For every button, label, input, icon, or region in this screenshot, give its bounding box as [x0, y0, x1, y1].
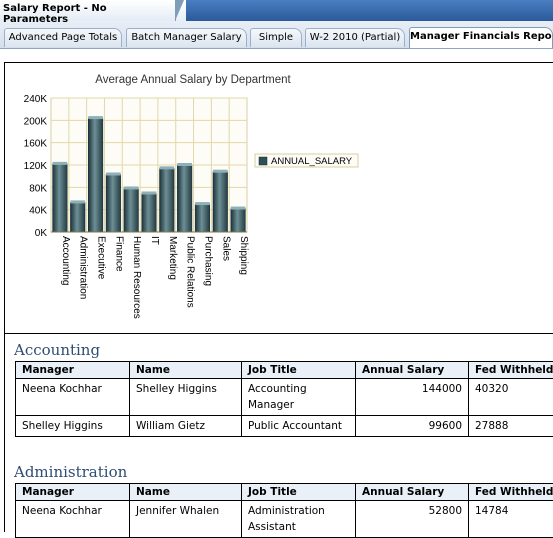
y-tick-label: 160K — [24, 139, 48, 150]
col-header-name: Name — [130, 362, 242, 379]
col-header-annual-salary: Annual Salary — [356, 362, 469, 379]
table-header-row: Manager Name Job Title Annual Salary Fed… — [16, 362, 553, 379]
bar-finance — [106, 174, 121, 232]
y-tick-label: 120K — [24, 161, 48, 172]
bar-top — [70, 200, 85, 203]
x-tick-label: Marketing — [167, 236, 178, 280]
tab-batch-manager-salary[interactable]: Batch Manager Salary — [126, 28, 247, 47]
y-tick-label: 240K — [24, 94, 48, 105]
bar-top — [177, 163, 192, 166]
legend-label: ANNUAL_SALARY — [271, 156, 353, 167]
bar-top — [106, 172, 121, 175]
col-header-fed-withheld: Fed Withheld — [469, 362, 553, 379]
bar-human-resources — [124, 188, 139, 232]
col-header-name: Name — [130, 484, 242, 501]
bar-public-relations — [177, 165, 192, 232]
bar-executive — [88, 118, 103, 232]
bar-top — [124, 186, 139, 189]
cell-fed-withheld: 40320 — [469, 379, 553, 416]
bar-top — [160, 166, 175, 169]
x-tick-label: Shipping — [238, 236, 249, 275]
tab-simple[interactable]: Simple — [250, 28, 302, 47]
chart-panel: 0K 40K 80K 120K 160K 200K 240K Accounting Admini… — [5, 63, 553, 334]
bar-sales — [213, 172, 228, 232]
x-tick-label: Administration — [78, 236, 89, 299]
bar-top — [231, 207, 246, 210]
x-tick-label: IT — [149, 236, 160, 245]
bar-top — [142, 191, 157, 194]
col-header-annual-salary: Annual Salary — [356, 484, 469, 501]
salary-chart: 0K 40K 80K 120K 160K 200K 240K Accounting Admini… — [5, 63, 553, 333]
tab-w2-2010-partial[interactable]: W-2 2010 (Partial) — [305, 28, 405, 47]
administration-table: Manager Name Job Title Annual Salary Fed… — [15, 483, 553, 538]
x-tick-label: Executive — [96, 236, 107, 280]
cell-manager: Neena Kochhar — [16, 379, 130, 416]
x-tick-label: Public Relations — [185, 236, 196, 308]
table-row: Neena Kochhar Shelley Higgins Accounting… — [16, 379, 553, 416]
cell-fed-withheld: 27888 — [469, 416, 553, 437]
section-title-accounting: Accounting — [14, 341, 100, 359]
bar-administration — [70, 202, 85, 232]
cell-annual-salary: 99600 — [356, 416, 469, 437]
cell-name: Shelley Higgins — [130, 379, 242, 416]
cell-annual-salary: 144000 — [356, 379, 469, 416]
accounting-table: Manager Name Job Title Annual Salary Fed… — [15, 361, 553, 437]
cell-job-title: Accounting Manager — [242, 379, 356, 416]
legend-swatch — [259, 157, 267, 165]
table-row: Shelley Higgins William Gietz Public Acc… — [16, 416, 553, 437]
bar-shipping — [231, 209, 246, 232]
bar-accounting — [53, 164, 68, 232]
col-header-manager: Manager — [16, 362, 130, 379]
chart-title: Average Annual Salary by Department — [95, 74, 291, 86]
col-header-fed-withheld: Fed Withheld — [469, 484, 553, 501]
y-tick-label: 40K — [29, 206, 47, 217]
cell-manager: Shelley Higgins — [16, 416, 130, 437]
x-tick-label: Accounting — [60, 236, 71, 285]
tab-advanced-page-totals[interactable]: Advanced Page Totals — [4, 28, 122, 47]
x-tick-label: Human Resources — [131, 236, 142, 319]
window-title: Salary Report - No Parameters — [0, 0, 176, 21]
y-tick-label: 200K — [24, 116, 48, 127]
col-header-manager: Manager — [16, 484, 130, 501]
tab-manager-financials-report[interactable]: Manager Financials Repo... — [409, 27, 553, 48]
x-tick-label: Purchasing — [202, 236, 213, 286]
bar-it — [142, 193, 157, 232]
bar-top — [53, 162, 68, 165]
col-header-job-title: Job Title — [242, 362, 356, 379]
cell-name: William Gietz — [130, 416, 242, 437]
y-tick-label: 0K — [35, 228, 48, 239]
table-header-row: Manager Name Job Title Annual Salary Fed… — [16, 484, 553, 501]
window-title-bar: Salary Report - No Parameters — [0, 0, 553, 23]
title-bar-fill — [186, 0, 553, 21]
x-tick-label: Sales — [220, 236, 231, 261]
bar-top — [213, 170, 228, 173]
report-tab-strip: Advanced Page Totals Batch Manager Salar… — [0, 22, 553, 49]
col-header-job-title: Job Title — [242, 484, 356, 501]
bar-top — [195, 202, 210, 205]
y-tick-label: 80K — [29, 183, 47, 194]
bar-top — [88, 116, 103, 119]
bar-purchasing — [195, 204, 210, 232]
x-tick-label: Finance — [113, 236, 124, 272]
cell-job-title: Public Accountant — [242, 416, 356, 437]
section-title-administration: Administration — [14, 463, 127, 481]
bar-marketing — [160, 168, 175, 232]
